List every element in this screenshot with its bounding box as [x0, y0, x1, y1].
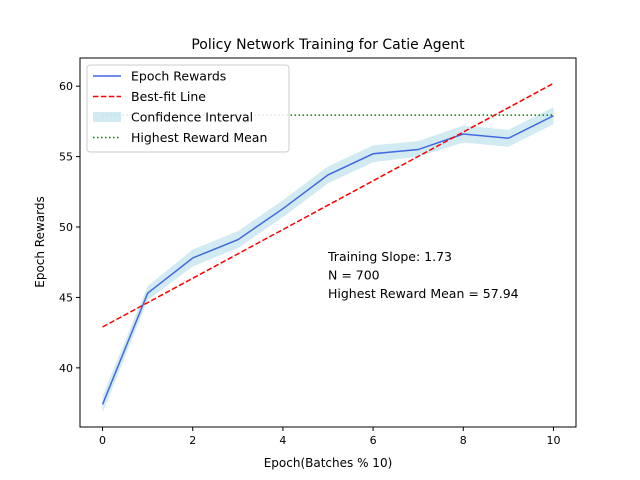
x-axis-ticks: 0 2 4 6 8 10: [99, 427, 560, 447]
legend: Epoch Rewards Best-fit Line Confidence Int…: [86, 64, 290, 153]
chart-title: Policy Network Training for Catie Agent: [191, 37, 465, 53]
legend-label-highest-reward-mean: Highest Reward Mean: [131, 130, 267, 145]
y-tick-label: 50: [59, 221, 73, 234]
legend-box: [86, 64, 290, 153]
x-tick-label: 6: [370, 434, 377, 447]
annotation-line: Highest Reward Mean = 57.94: [328, 286, 519, 301]
stats-annotation: Training Slope: 1.73 N = 700 Highest Rewar…: [327, 249, 519, 301]
y-tick-label: 55: [59, 151, 73, 164]
x-tick-label: 0: [99, 434, 106, 447]
x-axis-label: Epoch(Batches % 10): [264, 456, 393, 470]
series-line-layer: [101, 82, 554, 405]
y-tick-label: 45: [59, 291, 73, 304]
y-axis-ticks: 40 45 50 55 60: [59, 80, 80, 375]
x-tick-label: 4: [279, 434, 286, 447]
x-tick-label: 10: [546, 434, 560, 447]
legend-swatch-confidence-interval: [93, 112, 121, 122]
legend-label-confidence-interval: Confidence Interval: [131, 110, 253, 125]
legend-label-best-fit-line: Best-fit Line: [131, 89, 206, 104]
y-tick-label: 60: [59, 80, 73, 93]
y-axis-label: Epoch Rewards: [33, 196, 47, 288]
plot-frame: [79, 57, 577, 428]
y-tick-label: 40: [59, 362, 73, 375]
x-tick-label: 2: [189, 434, 196, 447]
best-fit-line-line: [102, 82, 554, 328]
legend-label-epoch-rewards: Epoch Rewards: [131, 69, 226, 84]
x-tick-label: 8: [460, 434, 467, 447]
annotation-line: Training Slope: 1.73: [327, 249, 452, 264]
annotation-line: N = 700: [328, 268, 380, 283]
